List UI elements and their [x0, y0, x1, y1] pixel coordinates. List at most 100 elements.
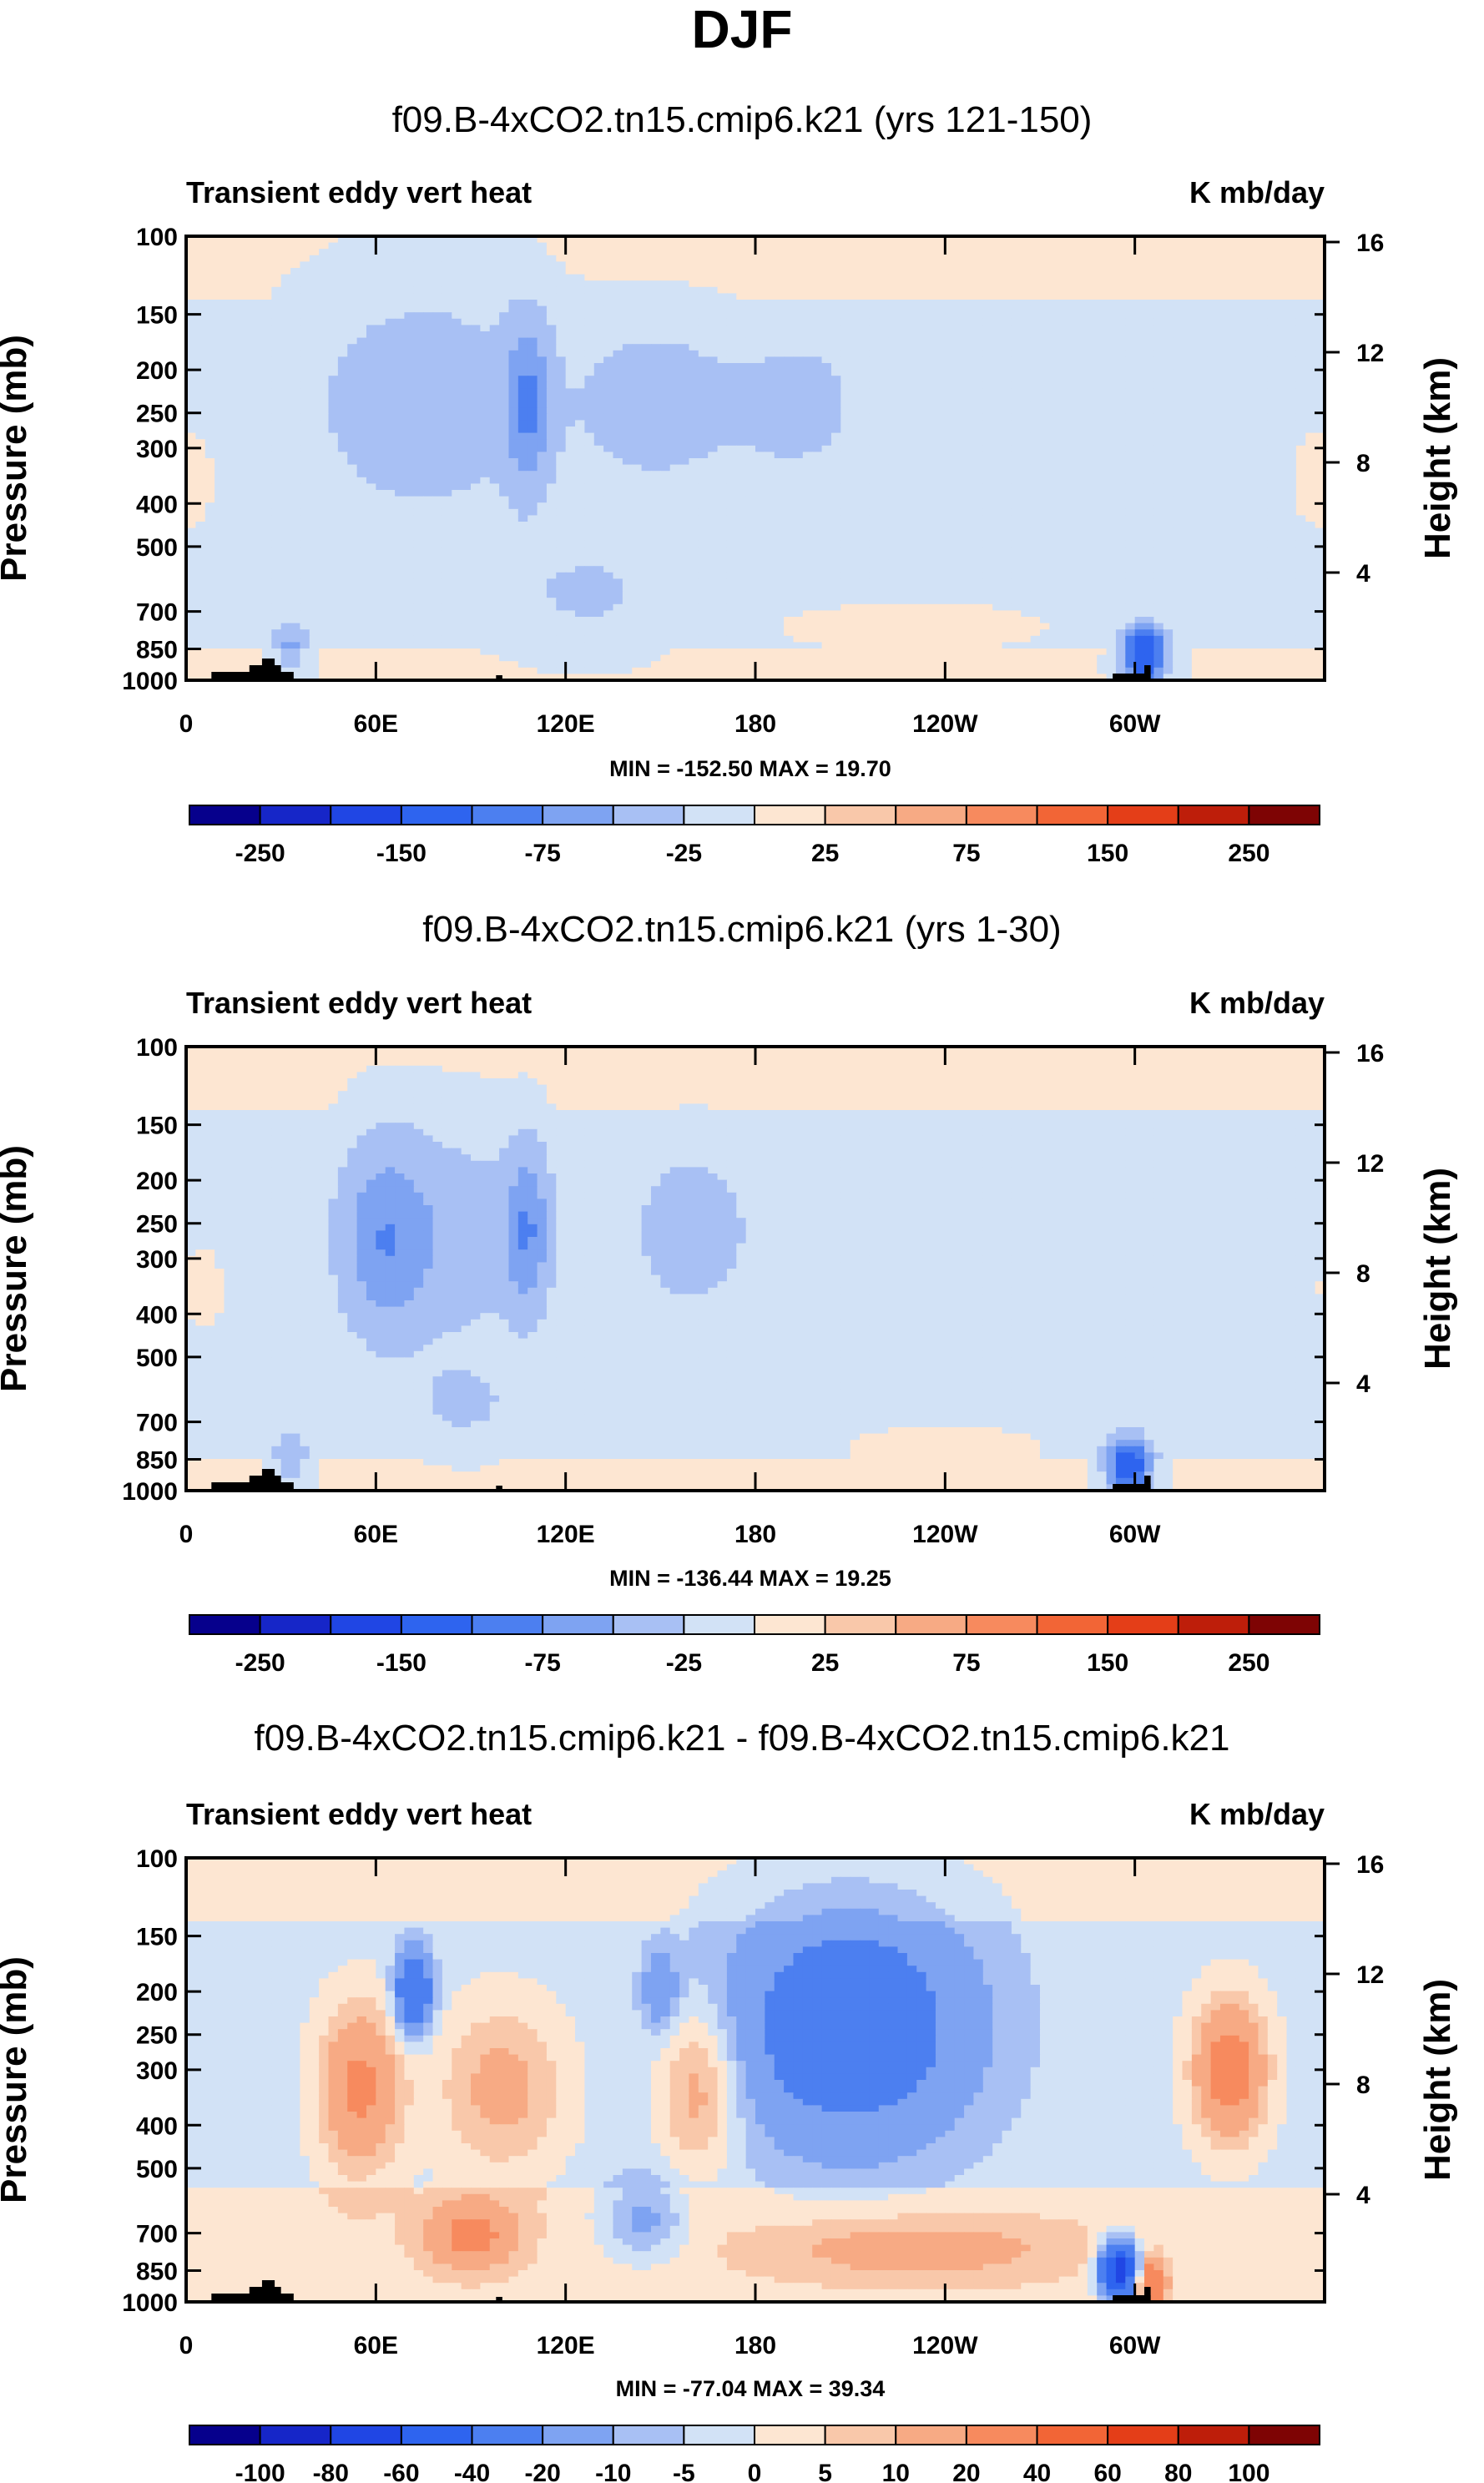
field-cell	[916, 344, 926, 351]
field-cell	[936, 382, 946, 389]
field-cell	[784, 319, 794, 326]
field-cell	[775, 477, 785, 484]
field-cell	[594, 388, 604, 395]
field-cell	[755, 471, 765, 477]
field-cell	[765, 477, 775, 484]
field-cell	[433, 331, 443, 338]
field-cell	[1088, 287, 1098, 294]
field-cell	[433, 306, 443, 313]
field-cell	[547, 401, 557, 408]
field-cell	[670, 249, 680, 255]
field-cell	[860, 325, 870, 331]
field-cell	[784, 426, 794, 433]
field-cell	[916, 395, 926, 401]
field-cell	[1031, 376, 1041, 382]
field-cell	[1031, 388, 1041, 395]
field-cell	[376, 351, 386, 357]
field-cell	[1107, 293, 1117, 300]
field-cell	[945, 363, 955, 370]
field-cell	[575, 407, 585, 414]
field-cell	[195, 275, 205, 281]
field-cell	[366, 382, 376, 389]
field-cell	[1296, 401, 1306, 408]
field-cell	[642, 370, 652, 376]
field-cell	[784, 452, 794, 458]
field-cell	[594, 426, 604, 433]
field-cell	[423, 471, 433, 477]
field-cell	[433, 439, 443, 446]
field-cell	[376, 243, 386, 250]
field-cell	[964, 344, 974, 351]
field-cell	[831, 363, 841, 370]
field-cell	[1068, 420, 1078, 426]
field-cell	[775, 433, 785, 440]
field-cell	[433, 255, 443, 262]
field-cell	[1125, 255, 1135, 262]
field-cell	[926, 344, 936, 351]
field-cell	[793, 414, 803, 421]
field-cell	[1125, 433, 1135, 440]
field-cell	[1049, 280, 1059, 287]
field-cell	[1173, 255, 1183, 262]
field-cell	[1116, 426, 1126, 433]
field-cell	[1059, 376, 1069, 382]
field-cell	[1078, 338, 1088, 345]
field-cell	[499, 287, 509, 294]
field-cell	[623, 477, 633, 484]
field-cell	[1107, 331, 1117, 338]
field-cell	[518, 306, 528, 313]
field-cell	[964, 287, 974, 294]
field-cell	[822, 433, 832, 440]
field-cell	[1277, 477, 1287, 484]
field-cell	[888, 465, 898, 472]
field-cell	[642, 249, 652, 255]
field-cell	[1040, 465, 1050, 472]
field-cell	[755, 433, 765, 440]
field-cell	[916, 261, 926, 268]
field-cell	[936, 261, 946, 268]
field-cell	[936, 338, 946, 345]
field-cell	[1040, 407, 1050, 414]
field-cell	[746, 287, 756, 294]
field-cell	[1012, 426, 1022, 433]
field-cell	[851, 382, 861, 389]
field-cell	[329, 370, 339, 376]
field-cell	[860, 312, 870, 319]
field-cell	[718, 407, 728, 414]
field-cell	[1220, 414, 1230, 421]
field-cell	[404, 433, 414, 440]
field-cell	[433, 293, 443, 300]
field-cell	[699, 370, 709, 376]
field-cell	[386, 287, 396, 294]
field-cell	[775, 458, 785, 465]
field-cell	[357, 306, 367, 313]
field-cell	[689, 483, 699, 490]
field-cell	[1153, 325, 1163, 331]
field-cell	[556, 312, 566, 319]
field-cell	[907, 477, 917, 484]
field-cell	[1239, 319, 1249, 326]
field-cell	[822, 312, 832, 319]
field-cell	[879, 331, 889, 338]
field-cell	[462, 255, 472, 262]
field-cell	[916, 325, 926, 331]
field-cell	[708, 287, 718, 294]
field-cell	[727, 426, 737, 433]
field-cell	[566, 243, 576, 250]
field-cell	[1116, 376, 1126, 382]
field-cell	[755, 356, 765, 363]
field-cell	[281, 255, 291, 262]
field-cell	[699, 465, 709, 472]
field-cell	[566, 356, 576, 363]
field-cell	[727, 356, 737, 363]
field-cell	[670, 351, 680, 357]
field-cell	[860, 471, 870, 477]
field-cell	[1068, 319, 1078, 326]
field-cell	[1211, 426, 1221, 433]
field-cell	[1239, 414, 1249, 421]
field-cell	[1049, 300, 1059, 306]
field-cell	[329, 439, 339, 446]
field-cell	[452, 465, 462, 472]
field-cell	[765, 325, 775, 331]
field-cell	[623, 306, 633, 313]
